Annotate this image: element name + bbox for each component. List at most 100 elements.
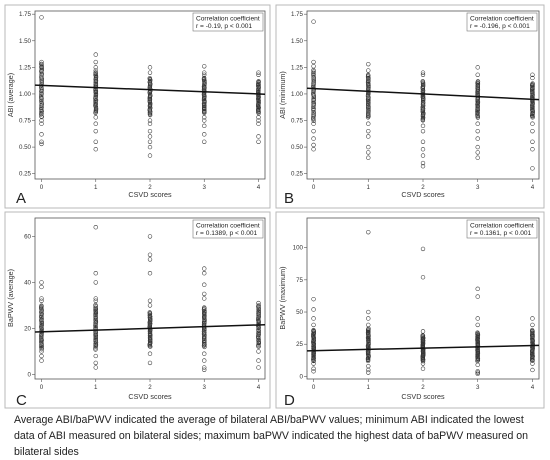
y-tick-label: 50: [296, 309, 303, 316]
data-point: [475, 330, 480, 335]
data-point: [202, 118, 207, 123]
data-point: [202, 98, 207, 104]
x-axis-label: CSVD scores: [401, 392, 445, 401]
data-point: [475, 105, 480, 110]
y-tick-label: 0: [300, 373, 304, 380]
point-group-1: [365, 229, 371, 375]
data-point: [256, 303, 261, 308]
data-point: [93, 302, 98, 308]
data-point: [420, 123, 426, 129]
data-point: [366, 61, 371, 67]
data-point: [39, 303, 44, 308]
data-point: [365, 72, 371, 78]
data-point: [147, 134, 153, 139]
data-point: [147, 144, 153, 150]
data-point: [475, 371, 480, 377]
data-point: [311, 322, 316, 328]
data-point: [39, 65, 44, 70]
scatter-panel-d: 0 1 2 3 4 0 25 50 75 100 CSVD scores BaPWV (maximum…: [275, 211, 545, 409]
data-point: [366, 367, 371, 373]
correlation-box: [192, 12, 264, 32]
data-point: [93, 128, 98, 134]
regression-line: [306, 344, 540, 352]
data-point: [530, 110, 535, 115]
point-group-4: [256, 300, 261, 370]
y-tick-label: 25: [296, 341, 303, 348]
data-point: [147, 70, 153, 75]
y-tick-label: 1.50: [19, 38, 32, 45]
data-point: [420, 160, 426, 166]
panel-frame: [275, 211, 545, 409]
data-point: [366, 316, 371, 321]
data-point: [202, 123, 207, 129]
panel-letter: C: [16, 392, 27, 409]
data-point: [366, 155, 371, 160]
panel-frame: [4, 4, 271, 209]
data-point: [311, 369, 316, 374]
data-point: [475, 316, 480, 321]
data-point: [39, 74, 44, 79]
x-tick-label: 0: [40, 184, 44, 191]
panel-letter: D: [284, 392, 295, 409]
data-point: [256, 139, 261, 144]
point-group-0: [311, 19, 317, 152]
y-tick-label: 1.25: [19, 64, 32, 71]
y-tick-label: 0.75: [291, 118, 304, 125]
data-point: [202, 351, 207, 356]
data-point: [256, 337, 261, 342]
data-point: [475, 362, 480, 368]
plot-area: [34, 10, 266, 180]
data-point: [39, 114, 44, 119]
y-tick-label: 0.25: [291, 171, 304, 178]
y-tick-label: 0.50: [291, 144, 304, 151]
regression-line: [34, 323, 266, 333]
data-point: [256, 300, 261, 306]
regression-line: [34, 84, 266, 95]
y-axis-label: BaPWV (average): [6, 269, 15, 327]
y-axis-label: BaPWV (maximum): [278, 266, 287, 329]
data-point: [366, 128, 371, 134]
data-point: [420, 361, 426, 366]
correlation-value: r = 0.1361, p < 0.001: [470, 230, 532, 237]
data-point: [202, 367, 207, 372]
data-point: [202, 305, 207, 310]
data-point: [311, 74, 316, 80]
data-point: [366, 336, 371, 341]
data-point: [147, 65, 153, 70]
x-tick-label: 1: [94, 184, 98, 191]
x-tick-label: 2: [421, 184, 425, 191]
panel-letter: B: [284, 190, 294, 207]
x-tick-label: 4: [257, 184, 261, 191]
y-tick-label: 100: [293, 245, 304, 252]
data-point: [256, 317, 261, 323]
data-point: [202, 271, 207, 276]
data-point: [530, 81, 535, 86]
data-point: [39, 280, 44, 285]
data-point: [475, 322, 480, 328]
data-point: [256, 70, 261, 75]
x-tick-label: 1: [94, 384, 98, 391]
correlation-value: r = -0.19, p < 0.001: [196, 23, 252, 30]
data-point: [39, 15, 44, 20]
y-tick-label: 0.25: [19, 171, 32, 178]
point-group-0: [311, 296, 317, 374]
data-point: [147, 360, 153, 366]
point-group-4: [529, 316, 535, 373]
data-point: [475, 150, 480, 155]
data-point: [311, 136, 316, 141]
y-tick-label: 1.75: [291, 11, 304, 18]
data-point: [202, 291, 207, 297]
correlation-box: [192, 219, 264, 239]
data-point: [420, 99, 426, 105]
data-point: [530, 147, 535, 152]
data-point: [202, 115, 207, 120]
data-point: [366, 370, 371, 375]
data-point: [93, 360, 98, 366]
y-tick-label: 0.75: [19, 118, 32, 125]
data-point: [475, 65, 480, 70]
data-point: [39, 141, 44, 147]
data-point: [39, 347, 44, 352]
data-point: [311, 118, 316, 123]
y-axis-label: ABI (average): [6, 73, 15, 117]
